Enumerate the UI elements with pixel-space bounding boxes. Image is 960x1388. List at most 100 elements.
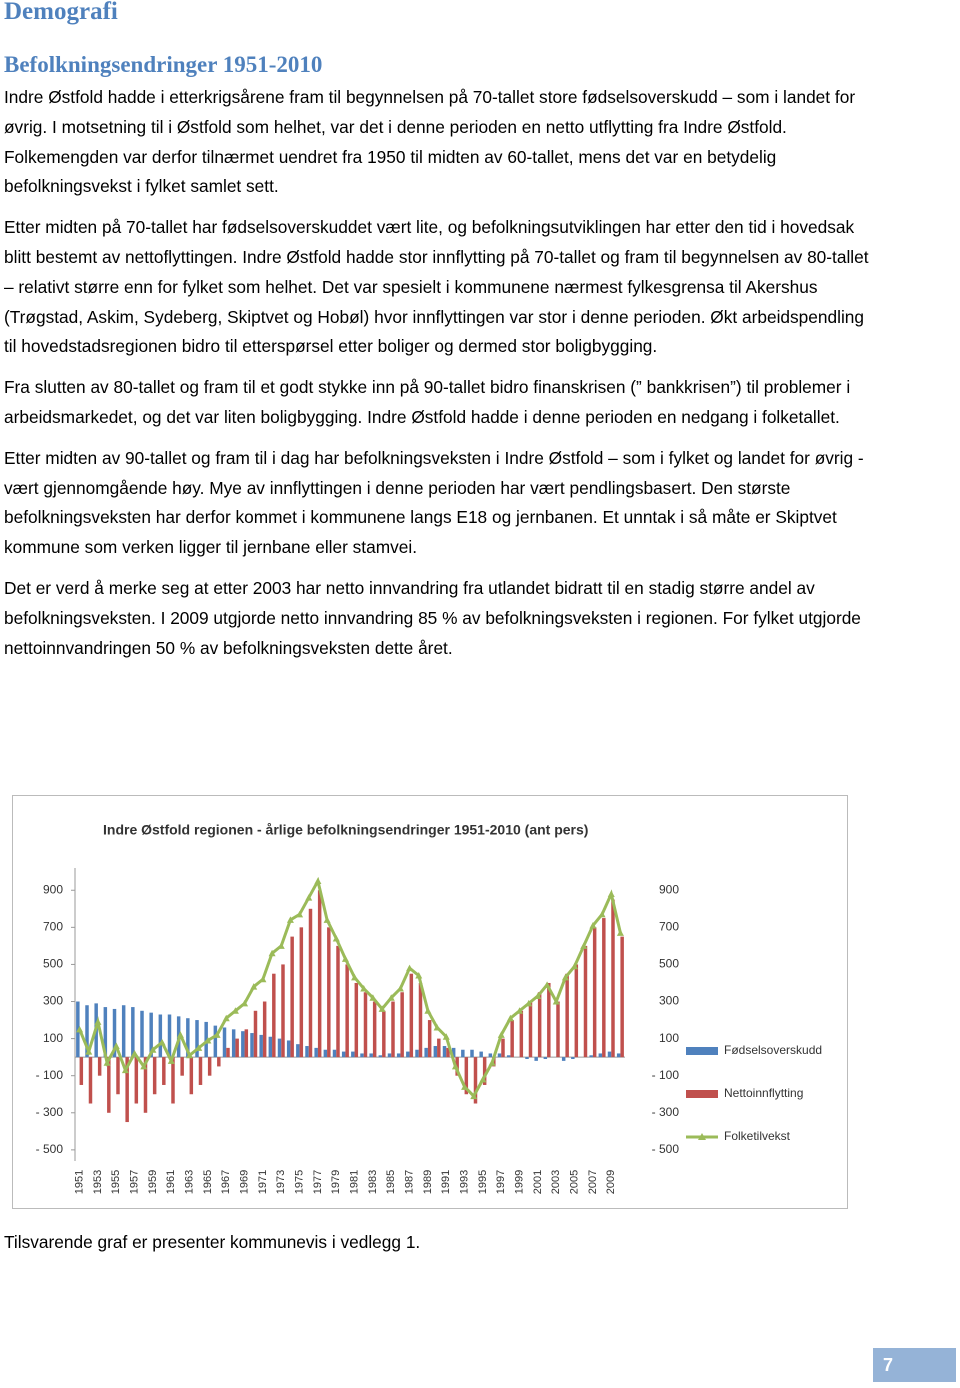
bar	[79, 1057, 84, 1085]
bar	[451, 1047, 456, 1058]
bar	[125, 1057, 129, 1123]
line-marker	[580, 942, 588, 949]
line-marker	[506, 1014, 514, 1022]
x-tick-label: 1955	[110, 1170, 122, 1194]
bar	[616, 1053, 621, 1058]
line-marker	[387, 994, 395, 1001]
y2-tick-label: 500	[659, 957, 679, 971]
y2-tick-label: - 100	[652, 1068, 680, 1082]
bar	[143, 1057, 148, 1113]
y-tick-label: - 300	[36, 1105, 64, 1119]
bar	[528, 1001, 533, 1058]
line-marker	[607, 890, 615, 897]
bar	[281, 964, 285, 1058]
paragraph: Etter midten av 90-tallet og fram til i …	[4, 447, 864, 558]
bar	[226, 1047, 230, 1058]
bar	[565, 973, 569, 1058]
legend-swatch	[698, 1133, 706, 1140]
bar	[415, 1049, 419, 1058]
bar	[149, 1012, 153, 1058]
bar	[369, 1053, 373, 1058]
legend-label: Nettoinnflytting	[724, 1086, 803, 1100]
legend-label: Fødselsoverskudd	[724, 1043, 822, 1057]
line-marker	[341, 955, 349, 962]
bar	[327, 927, 331, 1058]
y-tick-label: 900	[43, 882, 63, 896]
paragraph: Indre Østfold hadde i etterkrigsårene fr…	[4, 87, 856, 197]
x-tick-label: 2001	[532, 1170, 544, 1194]
x-tick-label: 1983	[367, 1170, 379, 1194]
line-marker	[250, 983, 258, 990]
bar	[345, 964, 349, 1058]
x-tick-label: 1975	[293, 1170, 305, 1194]
line-marker	[598, 910, 606, 918]
x-tick-label: 1979	[330, 1170, 342, 1194]
legend-label: Folketilvekst	[724, 1129, 791, 1143]
x-tick-label: 1987	[403, 1170, 415, 1194]
bar	[409, 973, 414, 1058]
line-marker	[351, 973, 359, 981]
bar	[470, 1049, 474, 1058]
bar	[501, 1038, 505, 1058]
line-marker	[589, 921, 597, 929]
bar	[290, 936, 294, 1058]
y2-tick-label: 900	[659, 882, 679, 896]
bar	[602, 918, 606, 1058]
chart: Indre Østfold regionen - årlige befolkni…	[12, 795, 848, 1209]
bar	[506, 1055, 511, 1058]
line-marker	[268, 949, 276, 957]
line-marker	[213, 1031, 221, 1038]
line-marker	[121, 1066, 129, 1074]
line-marker	[112, 1042, 120, 1050]
bar	[363, 992, 368, 1058]
line-marker	[332, 934, 340, 942]
x-tick-label: 1995	[477, 1170, 489, 1194]
bar	[162, 1057, 166, 1085]
x-tick-label: 1991	[440, 1170, 452, 1194]
line-marker	[222, 1014, 230, 1022]
bar	[195, 1020, 199, 1058]
line-marker	[286, 916, 294, 923]
bar	[583, 945, 588, 1058]
line-marker	[296, 910, 304, 918]
x-tick-label: 1951	[73, 1170, 85, 1194]
bar	[341, 1051, 346, 1058]
line-marker	[497, 1031, 505, 1038]
y2-tick-label: 300	[659, 994, 679, 1008]
x-tick-label: 1971	[257, 1170, 269, 1194]
page-number: 7	[873, 1348, 956, 1382]
line-marker	[479, 1075, 487, 1083]
x-tick-label: 1993	[458, 1170, 470, 1194]
bar	[103, 1007, 108, 1058]
line-marker	[552, 998, 560, 1005]
line-marker	[451, 1062, 459, 1070]
bar	[372, 1001, 377, 1058]
bar	[382, 1010, 386, 1058]
bar	[437, 1038, 441, 1058]
bar	[592, 927, 597, 1058]
line-marker	[461, 1083, 469, 1090]
line-marker	[94, 1018, 102, 1025]
paragraph: Fra slutten av 80-tallet og fram til et …	[4, 377, 851, 427]
line-marker	[369, 994, 377, 1001]
bar	[250, 1033, 254, 1058]
bar	[213, 1025, 218, 1058]
bar	[387, 1053, 392, 1058]
line-marker	[131, 1049, 139, 1057]
x-tick-label: 1965	[202, 1170, 214, 1194]
x-tick-label: 2009	[605, 1170, 617, 1194]
legend-swatch	[686, 1090, 718, 1098]
bar	[497, 1053, 502, 1058]
line-marker	[378, 1005, 386, 1012]
line-marker	[442, 1033, 450, 1040]
line-marker	[158, 1038, 166, 1046]
bar	[140, 1010, 144, 1058]
bar	[547, 982, 551, 1058]
bar	[217, 1057, 221, 1067]
line-marker	[396, 985, 404, 992]
bar	[235, 1038, 239, 1058]
bar	[461, 1049, 465, 1058]
bar	[97, 1057, 102, 1076]
bar	[574, 964, 579, 1058]
